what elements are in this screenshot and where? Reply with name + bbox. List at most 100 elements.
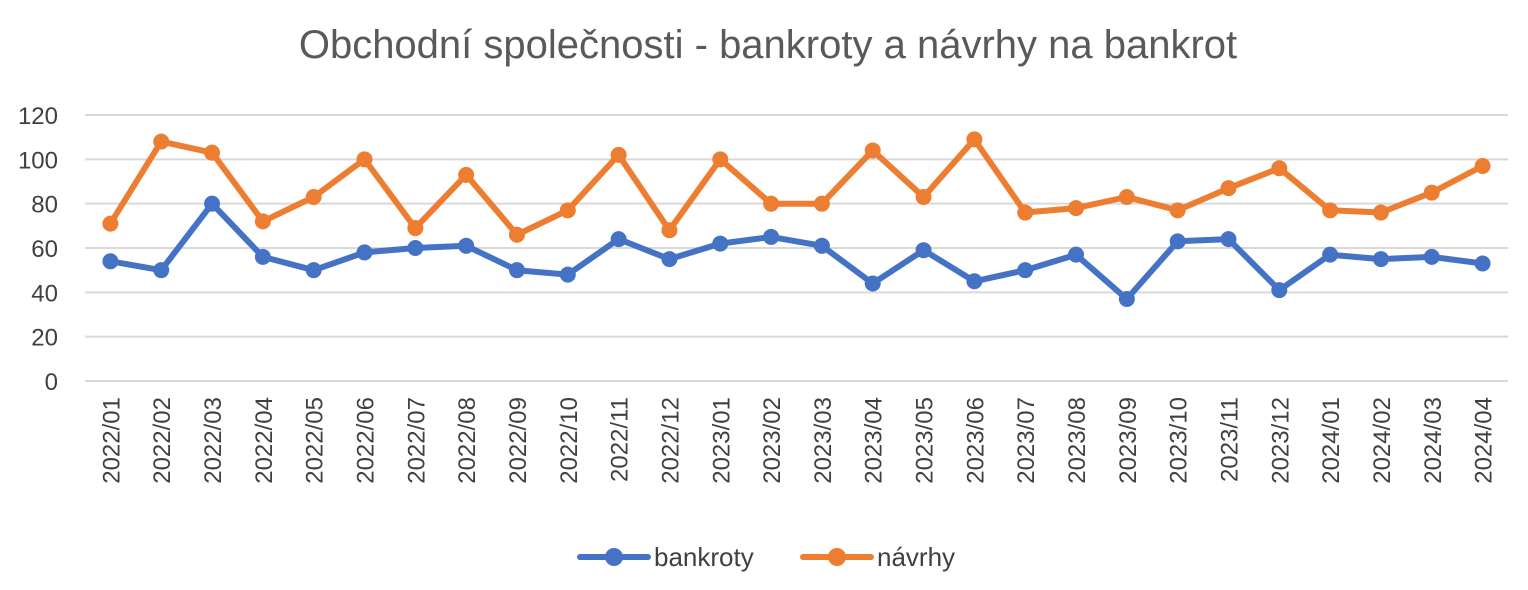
data-point — [102, 253, 119, 270]
data-point — [356, 244, 373, 261]
x-tick-label: 2022/11 — [607, 397, 634, 482]
x-tick-label: 2024/02 — [1369, 397, 1396, 484]
data-point — [407, 220, 424, 237]
y-tick-label: 80 — [31, 192, 58, 219]
data-point — [1017, 204, 1034, 221]
data-point — [610, 231, 627, 248]
legend: bankroty návrhy — [577, 542, 955, 572]
x-tick-label: 2022/02 — [149, 397, 176, 484]
legend-label: bankroty — [654, 542, 754, 572]
x-tick-label: 2022/07 — [403, 397, 430, 484]
data-point — [559, 202, 576, 219]
data-point — [204, 144, 221, 161]
x-tick-label: 2023/11 — [1216, 397, 1243, 482]
x-tick-label: 2022/09 — [505, 397, 532, 484]
data-point — [661, 251, 678, 268]
x-tick-label: 2023/04 — [861, 397, 888, 484]
data-point — [966, 273, 983, 290]
x-tick-label: 2022/12 — [657, 397, 684, 484]
data-point — [712, 151, 729, 168]
x-tick-label: 2023/12 — [1267, 397, 1294, 484]
x-tick-label: 2022/08 — [454, 397, 481, 484]
data-point — [1169, 233, 1186, 250]
data-point — [407, 240, 424, 256]
data-point — [1474, 255, 1491, 272]
gridlines — [85, 114, 1508, 382]
x-tick-label: 2023/07 — [1013, 397, 1040, 484]
data-point — [1322, 202, 1339, 219]
data-point — [763, 195, 780, 212]
x-tick-label: 2022/10 — [556, 397, 583, 484]
y-tick-label: 20 — [31, 325, 58, 352]
data-point — [559, 266, 576, 283]
x-axis-ticks: 2022/01 2022/02 2022/03 2022/04 2022/05 2022/… — [98, 397, 1497, 484]
data-point — [1068, 200, 1085, 217]
data-point — [1322, 246, 1339, 263]
data-point — [712, 235, 729, 252]
data-point — [305, 189, 322, 206]
data-point — [1220, 180, 1237, 197]
x-tick-label: 2023/10 — [1166, 397, 1193, 484]
data-point — [1271, 282, 1288, 299]
data-point — [458, 166, 475, 183]
data-point — [1169, 202, 1186, 219]
x-tick-label: 2022/05 — [302, 397, 329, 484]
x-tick-label: 2024/01 — [1318, 397, 1345, 484]
data-point — [1068, 246, 1085, 263]
y-tick-label: 0 — [45, 369, 58, 396]
x-tick-label: 2022/01 — [98, 397, 125, 484]
data-point — [763, 228, 780, 245]
data-point — [1474, 157, 1491, 174]
x-tick-label: 2023/08 — [1064, 397, 1091, 484]
data-point — [1118, 189, 1135, 206]
data-point — [610, 146, 627, 163]
data-point — [356, 151, 373, 168]
data-point — [508, 262, 525, 279]
chart-title: Obchodní společnosti - bankroty a návrhy… — [299, 23, 1237, 67]
y-tick-label: 100 — [18, 147, 58, 174]
data-point — [1220, 231, 1237, 248]
legend-swatch-marker — [828, 548, 846, 566]
data-point — [204, 195, 221, 212]
series-line — [107, 200, 1486, 302]
data-point — [305, 262, 322, 279]
x-tick-label: 2023/09 — [1115, 397, 1142, 484]
x-tick-label: 2024/03 — [1420, 397, 1447, 484]
data-point — [813, 237, 830, 254]
data-point — [153, 133, 170, 150]
data-point — [1017, 262, 1034, 279]
data-point — [966, 131, 983, 148]
x-tick-label: 2023/03 — [810, 397, 837, 484]
data-point — [102, 215, 119, 232]
y-axis-ticks: 0 20 40 60 80 100 120 — [18, 103, 58, 396]
data-point — [1423, 184, 1440, 201]
x-tick-label: 2023/01 — [708, 397, 735, 484]
x-tick-label: 2023/05 — [912, 397, 939, 484]
data-point — [813, 195, 830, 212]
y-tick-label: 60 — [31, 236, 58, 263]
data-point — [1423, 248, 1440, 265]
x-tick-label: 2023/02 — [759, 397, 786, 484]
series-lines — [102, 131, 1491, 307]
x-tick-label: 2022/06 — [353, 397, 380, 484]
data-point — [254, 213, 271, 230]
y-tick-label: 120 — [18, 103, 58, 130]
data-point — [661, 222, 678, 239]
data-point — [508, 226, 525, 243]
series-line — [107, 136, 1486, 238]
legend-swatch-marker — [605, 548, 623, 566]
data-point — [254, 248, 271, 265]
data-point — [1271, 160, 1288, 177]
data-point — [915, 189, 932, 206]
data-point — [1118, 290, 1135, 307]
x-tick-label: 2024/04 — [1471, 397, 1498, 484]
data-point — [1372, 204, 1389, 221]
data-point — [915, 242, 932, 259]
legend-label: návrhy — [877, 542, 955, 572]
data-point — [1372, 251, 1389, 268]
data-point — [458, 237, 475, 254]
y-tick-label: 40 — [31, 280, 58, 307]
data-point — [864, 142, 881, 159]
data-point — [153, 262, 170, 279]
